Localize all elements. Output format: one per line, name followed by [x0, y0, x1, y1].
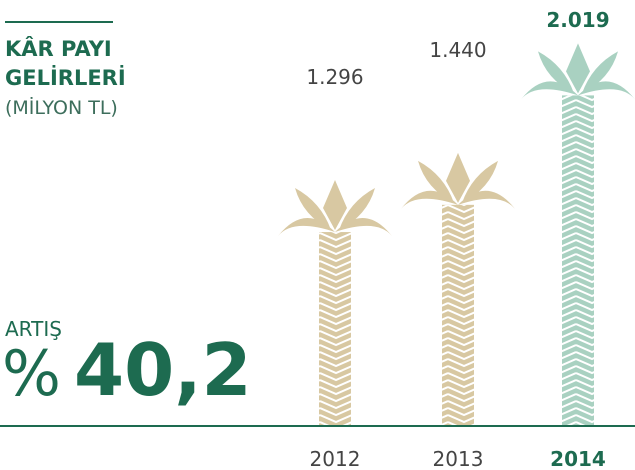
- palm: [401, 152, 515, 425]
- x-tick-label: 2014: [550, 447, 606, 470]
- palm-trunk-pattern: [562, 95, 594, 425]
- palm: [278, 180, 392, 425]
- annotation-value: 40,2: [74, 328, 252, 412]
- palm-trunk-pattern: [319, 232, 351, 425]
- palm: [521, 43, 635, 425]
- annotation-symbol: %: [2, 337, 61, 410]
- value-label: 1.296: [306, 65, 363, 89]
- palm-trunk-pattern: [442, 204, 474, 425]
- value-label: 1.440: [429, 38, 486, 62]
- chart-title: GELİRLERİ: [5, 65, 126, 90]
- x-tick-label: 2012: [310, 447, 361, 470]
- x-tick-label: 2013: [433, 447, 484, 470]
- palm-crown: [401, 152, 515, 209]
- annotation-label: ARTIŞ: [5, 317, 62, 341]
- subtitle: (MİLYON TL): [5, 96, 118, 119]
- chart-title: KÂR PAYI: [5, 36, 112, 61]
- palm-crown: [521, 43, 635, 100]
- value-label: 2.019: [546, 8, 609, 32]
- palm-crown: [278, 180, 392, 237]
